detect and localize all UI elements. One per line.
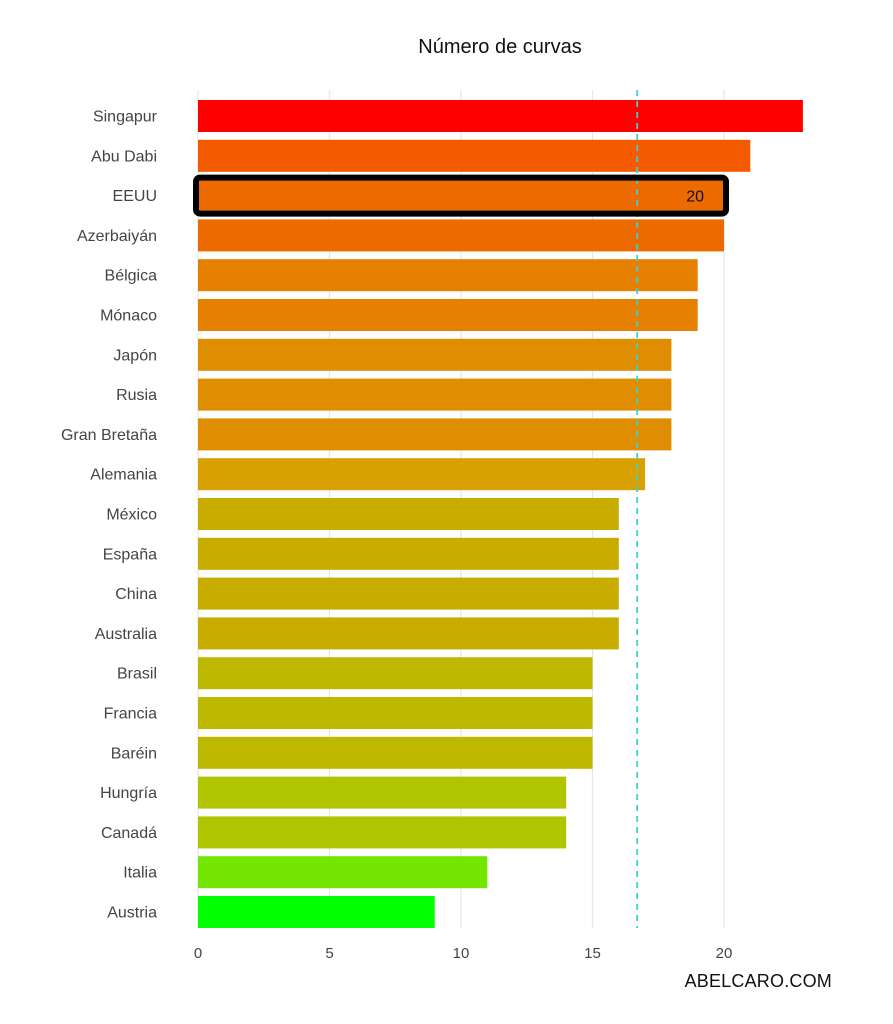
category-label: Singapur <box>93 109 158 126</box>
x-axis-ticks: 0 5 10 15 20 <box>194 945 733 962</box>
x-tick-label: 5 <box>325 945 333 962</box>
highlight: 20 <box>193 174 729 217</box>
category-label: Japón <box>113 347 157 364</box>
x-tick-label: 20 <box>716 945 733 962</box>
bars <box>198 100 803 928</box>
bar-canadá <box>198 816 567 849</box>
category-label: Bélgica <box>105 268 158 285</box>
category-label: Austria <box>107 905 157 922</box>
bar-eeuu <box>198 179 724 212</box>
bar-hungría <box>198 776 567 809</box>
x-tick-label: 0 <box>194 945 202 962</box>
bar-mónaco <box>198 299 698 331</box>
bar-austria <box>198 896 435 928</box>
category-label: Mónaco <box>100 308 157 325</box>
bar-españa <box>198 537 619 570</box>
category-label: Baréin <box>111 745 157 762</box>
category-label: Abu Dabi <box>91 148 157 165</box>
category-label: EEUU <box>113 188 157 205</box>
category-labels: Singapur Abu Dabi EEUU Azerbaiyán Bélgica Món… <box>61 109 158 922</box>
category-label: Azerbaiyán <box>77 228 157 245</box>
category-label: Brasil <box>117 666 157 683</box>
highlight-box <box>193 174 729 217</box>
category-label: Gran Bretaña <box>61 427 157 444</box>
bar-abu-dabi <box>198 139 751 172</box>
category-label: Francia <box>104 706 157 723</box>
category-label: Italia <box>123 865 157 882</box>
bar-rusia <box>198 378 672 411</box>
category-label: España <box>103 546 157 563</box>
bar-italia <box>198 856 488 889</box>
category-label: Alemania <box>90 467 157 484</box>
x-tick-label: 10 <box>453 945 470 962</box>
bar-japón <box>198 338 672 371</box>
chart-title: Número de curvas <box>418 36 582 58</box>
bar-baréin <box>198 736 593 769</box>
category-label: Rusia <box>116 387 157 404</box>
x-tick-label: 15 <box>584 945 601 962</box>
bar-azerbaiyán <box>198 219 724 252</box>
data-label-eeuu: 20 <box>686 189 704 206</box>
bar-singapur <box>198 100 803 132</box>
bar-bélgica <box>198 259 698 292</box>
credit-text: ABELCARO.COM <box>684 971 832 991</box>
bar-alemania <box>198 458 646 491</box>
bar-australia <box>198 617 619 650</box>
category-label: Canadá <box>101 825 157 842</box>
category-label: Hungría <box>100 785 157 802</box>
bar-china <box>198 577 619 610</box>
bar-brasil <box>198 657 593 690</box>
category-label: Australia <box>95 626 157 643</box>
bar-francia <box>198 697 593 729</box>
category-label: China <box>115 586 157 603</box>
bar-gran-bretaña <box>198 418 672 451</box>
category-label: México <box>106 507 157 524</box>
bar-méxico <box>198 498 619 530</box>
